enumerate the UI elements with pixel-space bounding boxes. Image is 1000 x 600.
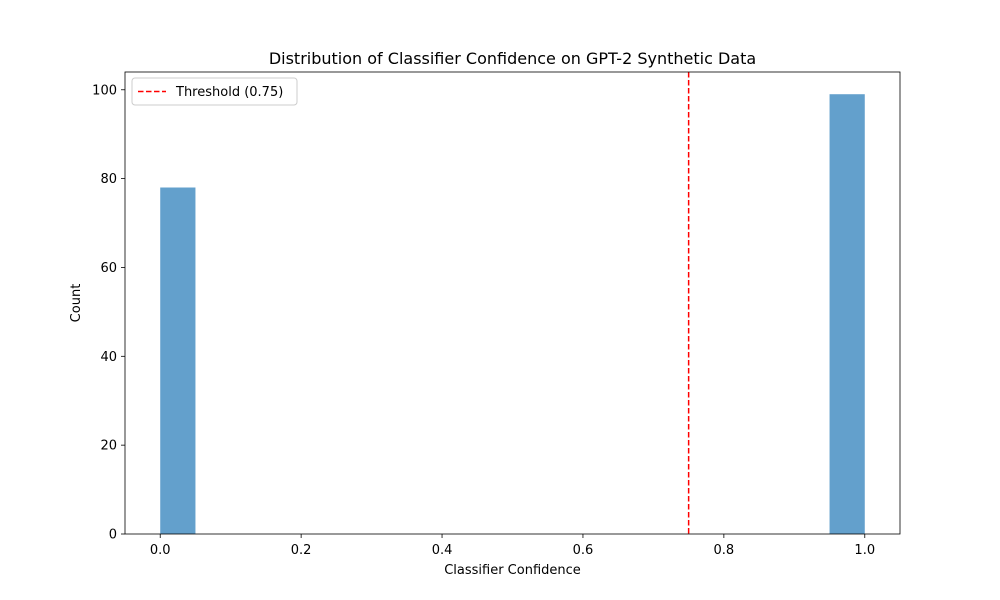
x-tick-label-1: 0.2 <box>291 543 312 558</box>
y-axis-label: Count <box>69 284 84 323</box>
x-tick-label-3: 0.6 <box>573 543 594 558</box>
legend: Threshold (0.75) <box>131 77 298 106</box>
y-tick-label-4: 80 <box>100 172 117 187</box>
y-tick-label-0: 0 <box>109 528 117 543</box>
y-tick-label-5: 100 <box>92 83 117 98</box>
histogram-bars <box>160 94 865 534</box>
legend-threshold-label: Threshold (0.75) <box>175 85 283 100</box>
histogram-bar-1 <box>829 94 865 534</box>
x-tick-label-5: 1.0 <box>854 543 875 558</box>
x-tick-label-2: 0.4 <box>432 543 453 558</box>
histogram-bar-0 <box>160 187 196 534</box>
y-tick-label-2: 40 <box>100 350 117 365</box>
x-axis-ticks: 0.0 0.2 0.4 0.6 0.8 1.0 <box>150 534 875 558</box>
y-tick-label-1: 20 <box>100 439 117 454</box>
y-tick-label-3: 60 <box>100 261 117 276</box>
plot-border <box>124 71 901 535</box>
y-axis-ticks: 0 20 40 60 80 100 <box>92 83 125 543</box>
chart-title: Distribution of Classifier Confidence on… <box>269 49 756 68</box>
x-axis-label: Classifier Confidence <box>444 563 581 578</box>
x-tick-label-4: 0.8 <box>714 543 735 558</box>
legend-box <box>131 77 298 106</box>
axes-frame <box>124 71 901 535</box>
x-tick-label-0: 0.0 <box>150 543 171 558</box>
